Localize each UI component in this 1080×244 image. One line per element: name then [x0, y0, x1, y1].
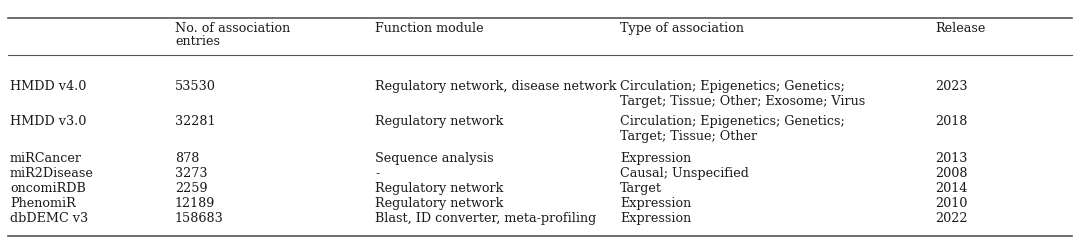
- Text: -: -: [375, 167, 379, 180]
- Text: 2018: 2018: [935, 115, 968, 128]
- Text: 2010: 2010: [935, 197, 968, 210]
- Text: Type of association: Type of association: [620, 22, 744, 35]
- Text: Target: Target: [620, 182, 662, 195]
- Text: Target; Tissue; Other; Exosome; Virus: Target; Tissue; Other; Exosome; Virus: [620, 95, 865, 108]
- Text: Regulatory network, disease network: Regulatory network, disease network: [375, 80, 617, 93]
- Text: 2022: 2022: [935, 212, 968, 225]
- Text: 3273: 3273: [175, 167, 207, 180]
- Text: 878: 878: [175, 152, 200, 165]
- Text: entries: entries: [175, 35, 220, 48]
- Text: Expression: Expression: [620, 197, 691, 210]
- Text: Causal; Unspecified: Causal; Unspecified: [620, 167, 748, 180]
- Text: Expression: Expression: [620, 152, 691, 165]
- Text: 158683: 158683: [175, 212, 224, 225]
- Text: 12189: 12189: [175, 197, 215, 210]
- Text: oncomiRDB: oncomiRDB: [10, 182, 85, 195]
- Text: 2008: 2008: [935, 167, 968, 180]
- Text: 2013: 2013: [935, 152, 968, 165]
- Text: 2259: 2259: [175, 182, 207, 195]
- Text: Target; Tissue; Other: Target; Tissue; Other: [620, 130, 757, 143]
- Text: Regulatory network: Regulatory network: [375, 115, 503, 128]
- Text: Regulatory network: Regulatory network: [375, 182, 503, 195]
- Text: Circulation; Epigenetics; Genetics;: Circulation; Epigenetics; Genetics;: [620, 115, 845, 128]
- Text: Regulatory network: Regulatory network: [375, 197, 503, 210]
- Text: Release: Release: [935, 22, 985, 35]
- Text: PhenomiR: PhenomiR: [10, 197, 76, 210]
- Text: dbDEMC v3: dbDEMC v3: [10, 212, 89, 225]
- Text: miR2Disease: miR2Disease: [10, 167, 94, 180]
- Text: Function module: Function module: [375, 22, 484, 35]
- Text: 2023: 2023: [935, 80, 968, 93]
- Text: HMDD v4.0: HMDD v4.0: [10, 80, 86, 93]
- Text: No. of association: No. of association: [175, 22, 291, 35]
- Text: Expression: Expression: [620, 212, 691, 225]
- Text: 53530: 53530: [175, 80, 216, 93]
- Text: Blast, ID converter, meta-profiling: Blast, ID converter, meta-profiling: [375, 212, 596, 225]
- Text: 2014: 2014: [935, 182, 968, 195]
- Text: Circulation; Epigenetics; Genetics;: Circulation; Epigenetics; Genetics;: [620, 80, 845, 93]
- Text: miRCancer: miRCancer: [10, 152, 82, 165]
- Text: Sequence analysis: Sequence analysis: [375, 152, 494, 165]
- Text: HMDD v3.0: HMDD v3.0: [10, 115, 86, 128]
- Text: 32281: 32281: [175, 115, 216, 128]
